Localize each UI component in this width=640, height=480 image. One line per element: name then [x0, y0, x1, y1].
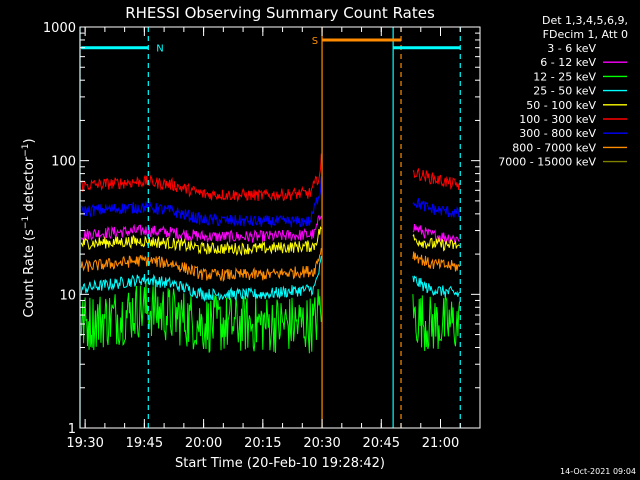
- legend-label-7000-15000-kev: 7000 - 15000 keV: [498, 156, 596, 169]
- series-line-3-6-kev-1: [80, 238, 322, 269]
- series-line-12-25-kev-2: [412, 294, 460, 352]
- y-tick-label-1000: 1000: [43, 21, 76, 36]
- legend-header-line-2: FDecim 1, Att 0: [543, 28, 628, 41]
- legend-label-6-12-kev: 6 - 12 keV: [540, 56, 596, 69]
- legend: Det 1,3,4,5,6,9, FDecim 1, Att 0 3 - 6 k…: [498, 14, 628, 169]
- legend-label-3-6-kev: 3 - 6 keV: [547, 42, 596, 55]
- y-tick-label-10: 10: [59, 288, 76, 303]
- annotation-label-s: S: [312, 36, 318, 47]
- series-line-50-100-kev-1: [80, 225, 322, 257]
- legend-label-50-100-kev: 50 - 100 keV: [526, 99, 596, 112]
- series-line-12-25-kev-1: [80, 281, 322, 354]
- legend-label-800-7000-kev: 800 - 7000 keV: [512, 141, 596, 154]
- legend-label-12-25-kev: 12 - 25 keV: [533, 70, 596, 83]
- series-line-300-800-kev-1: [80, 176, 322, 228]
- x-tick-label-20-00: 20:00: [185, 436, 222, 451]
- plot-area: NS: [79, 27, 461, 428]
- annotation-label-n: N: [156, 44, 163, 55]
- series-line-800-7000-kev-1: [80, 248, 322, 283]
- x-axis-label: Start Time (20-Feb-10 19:28:42): [175, 456, 385, 471]
- y-tick-label-1: 1: [68, 422, 76, 437]
- x-tick-label-21-00: 21:00: [422, 436, 459, 451]
- plot-frame: [79, 26, 481, 429]
- x-tick-label-20-15: 20:15: [244, 436, 281, 451]
- chart-title: RHESSI Observing Summary Count Rates: [125, 4, 435, 22]
- y-axis-label: Count Rate (s−1 detector−1): [21, 138, 37, 317]
- x-tick-label-20-30: 20:30: [303, 436, 340, 451]
- series-line-50-100-kev-2: [412, 233, 460, 252]
- legend-label-100-300-kev: 100 - 300 keV: [519, 113, 596, 126]
- legend-header-line-1: Det 1,3,4,5,6,9,: [542, 14, 628, 27]
- x-tick-label-20-45: 20:45: [363, 436, 400, 451]
- x-tick-label-19-30: 19:30: [66, 436, 103, 451]
- series-line-300-800-kev-2: [412, 198, 460, 218]
- legend-label-25-50-kev: 25 - 50 keV: [533, 85, 596, 98]
- series-line-6-12-kev-1: [80, 214, 322, 243]
- axes: 1 10 100 1000 19:30 19:45 20:00 20:15 20:30 20:45…: [43, 21, 481, 451]
- series-line-800-7000-kev-2: [412, 251, 460, 272]
- legend-label-300-800-kev: 300 - 800 keV: [519, 127, 596, 140]
- series-line-100-300-kev-1: [80, 153, 322, 203]
- series-line-100-300-kev-2: [412, 167, 460, 190]
- timestamp: 14-Oct-2021 09:04: [560, 467, 636, 476]
- x-tick-label-19-45: 19:45: [126, 436, 163, 451]
- y-tick-label-100: 100: [51, 155, 76, 170]
- series-line-25-50-kev-1: [80, 255, 322, 302]
- series-line-25-50-kev-2: [412, 275, 460, 297]
